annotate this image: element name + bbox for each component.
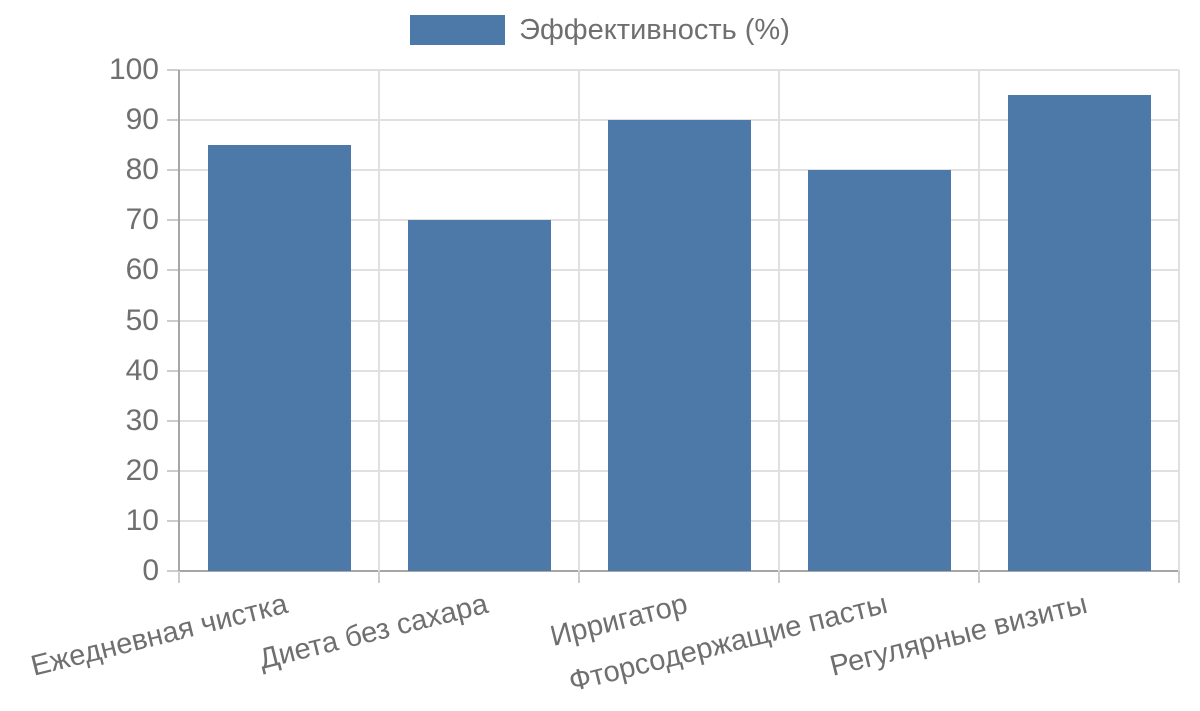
gridline-vertical (378, 70, 380, 571)
y-tick-mark (167, 419, 179, 422)
y-tick-label: 90 (125, 103, 159, 137)
legend-swatch (410, 15, 506, 45)
y-tick-mark (167, 570, 179, 572)
y-tick-mark (167, 169, 179, 172)
x-tick-mark (978, 571, 980, 583)
y-tick-mark (167, 319, 179, 322)
gridline-vertical (778, 70, 780, 571)
y-tick-label: 40 (125, 353, 159, 387)
bar-1 (208, 145, 351, 571)
y-tick-label: 30 (125, 403, 159, 437)
x-tick-label: Ежедневная чистка (27, 588, 291, 683)
gridline-horizontal (179, 69, 1179, 71)
legend-label: Эффективность (%) (519, 14, 790, 46)
x-tick-mark (578, 571, 580, 583)
bar-5 (1008, 95, 1151, 571)
x-axis-line (179, 570, 1179, 572)
y-axis-line (178, 70, 180, 571)
y-tick-mark (167, 69, 179, 71)
x-tick-mark (178, 571, 180, 583)
y-tick-label: 60 (125, 253, 159, 287)
gridline-vertical (1178, 70, 1180, 571)
x-tick-mark (378, 571, 380, 583)
y-tick-label: 70 (125, 203, 159, 237)
y-tick-mark (167, 519, 179, 522)
y-tick-mark (167, 119, 179, 122)
y-tick-label: 0 (142, 554, 159, 587)
y-tick-label: 100 (108, 53, 159, 86)
y-tick-label: 50 (125, 303, 159, 337)
y-tick-label: 20 (125, 453, 159, 487)
bar-3 (608, 120, 751, 571)
y-tick-mark (167, 219, 179, 222)
y-tick-mark (167, 469, 179, 472)
chart-legend[interactable]: Эффективность (%) (0, 13, 1200, 47)
bar-2 (408, 220, 551, 571)
gridline-vertical (978, 70, 980, 571)
bar-4 (808, 170, 951, 571)
y-tick-mark (167, 369, 179, 372)
x-tick-label: Диета без сахара (255, 588, 491, 676)
y-tick-mark (167, 269, 179, 272)
x-tick-mark (1178, 571, 1180, 583)
x-tick-mark (778, 571, 780, 583)
y-tick-label: 80 (125, 153, 159, 187)
y-tick-label: 10 (125, 503, 159, 537)
gridline-vertical (578, 70, 580, 571)
